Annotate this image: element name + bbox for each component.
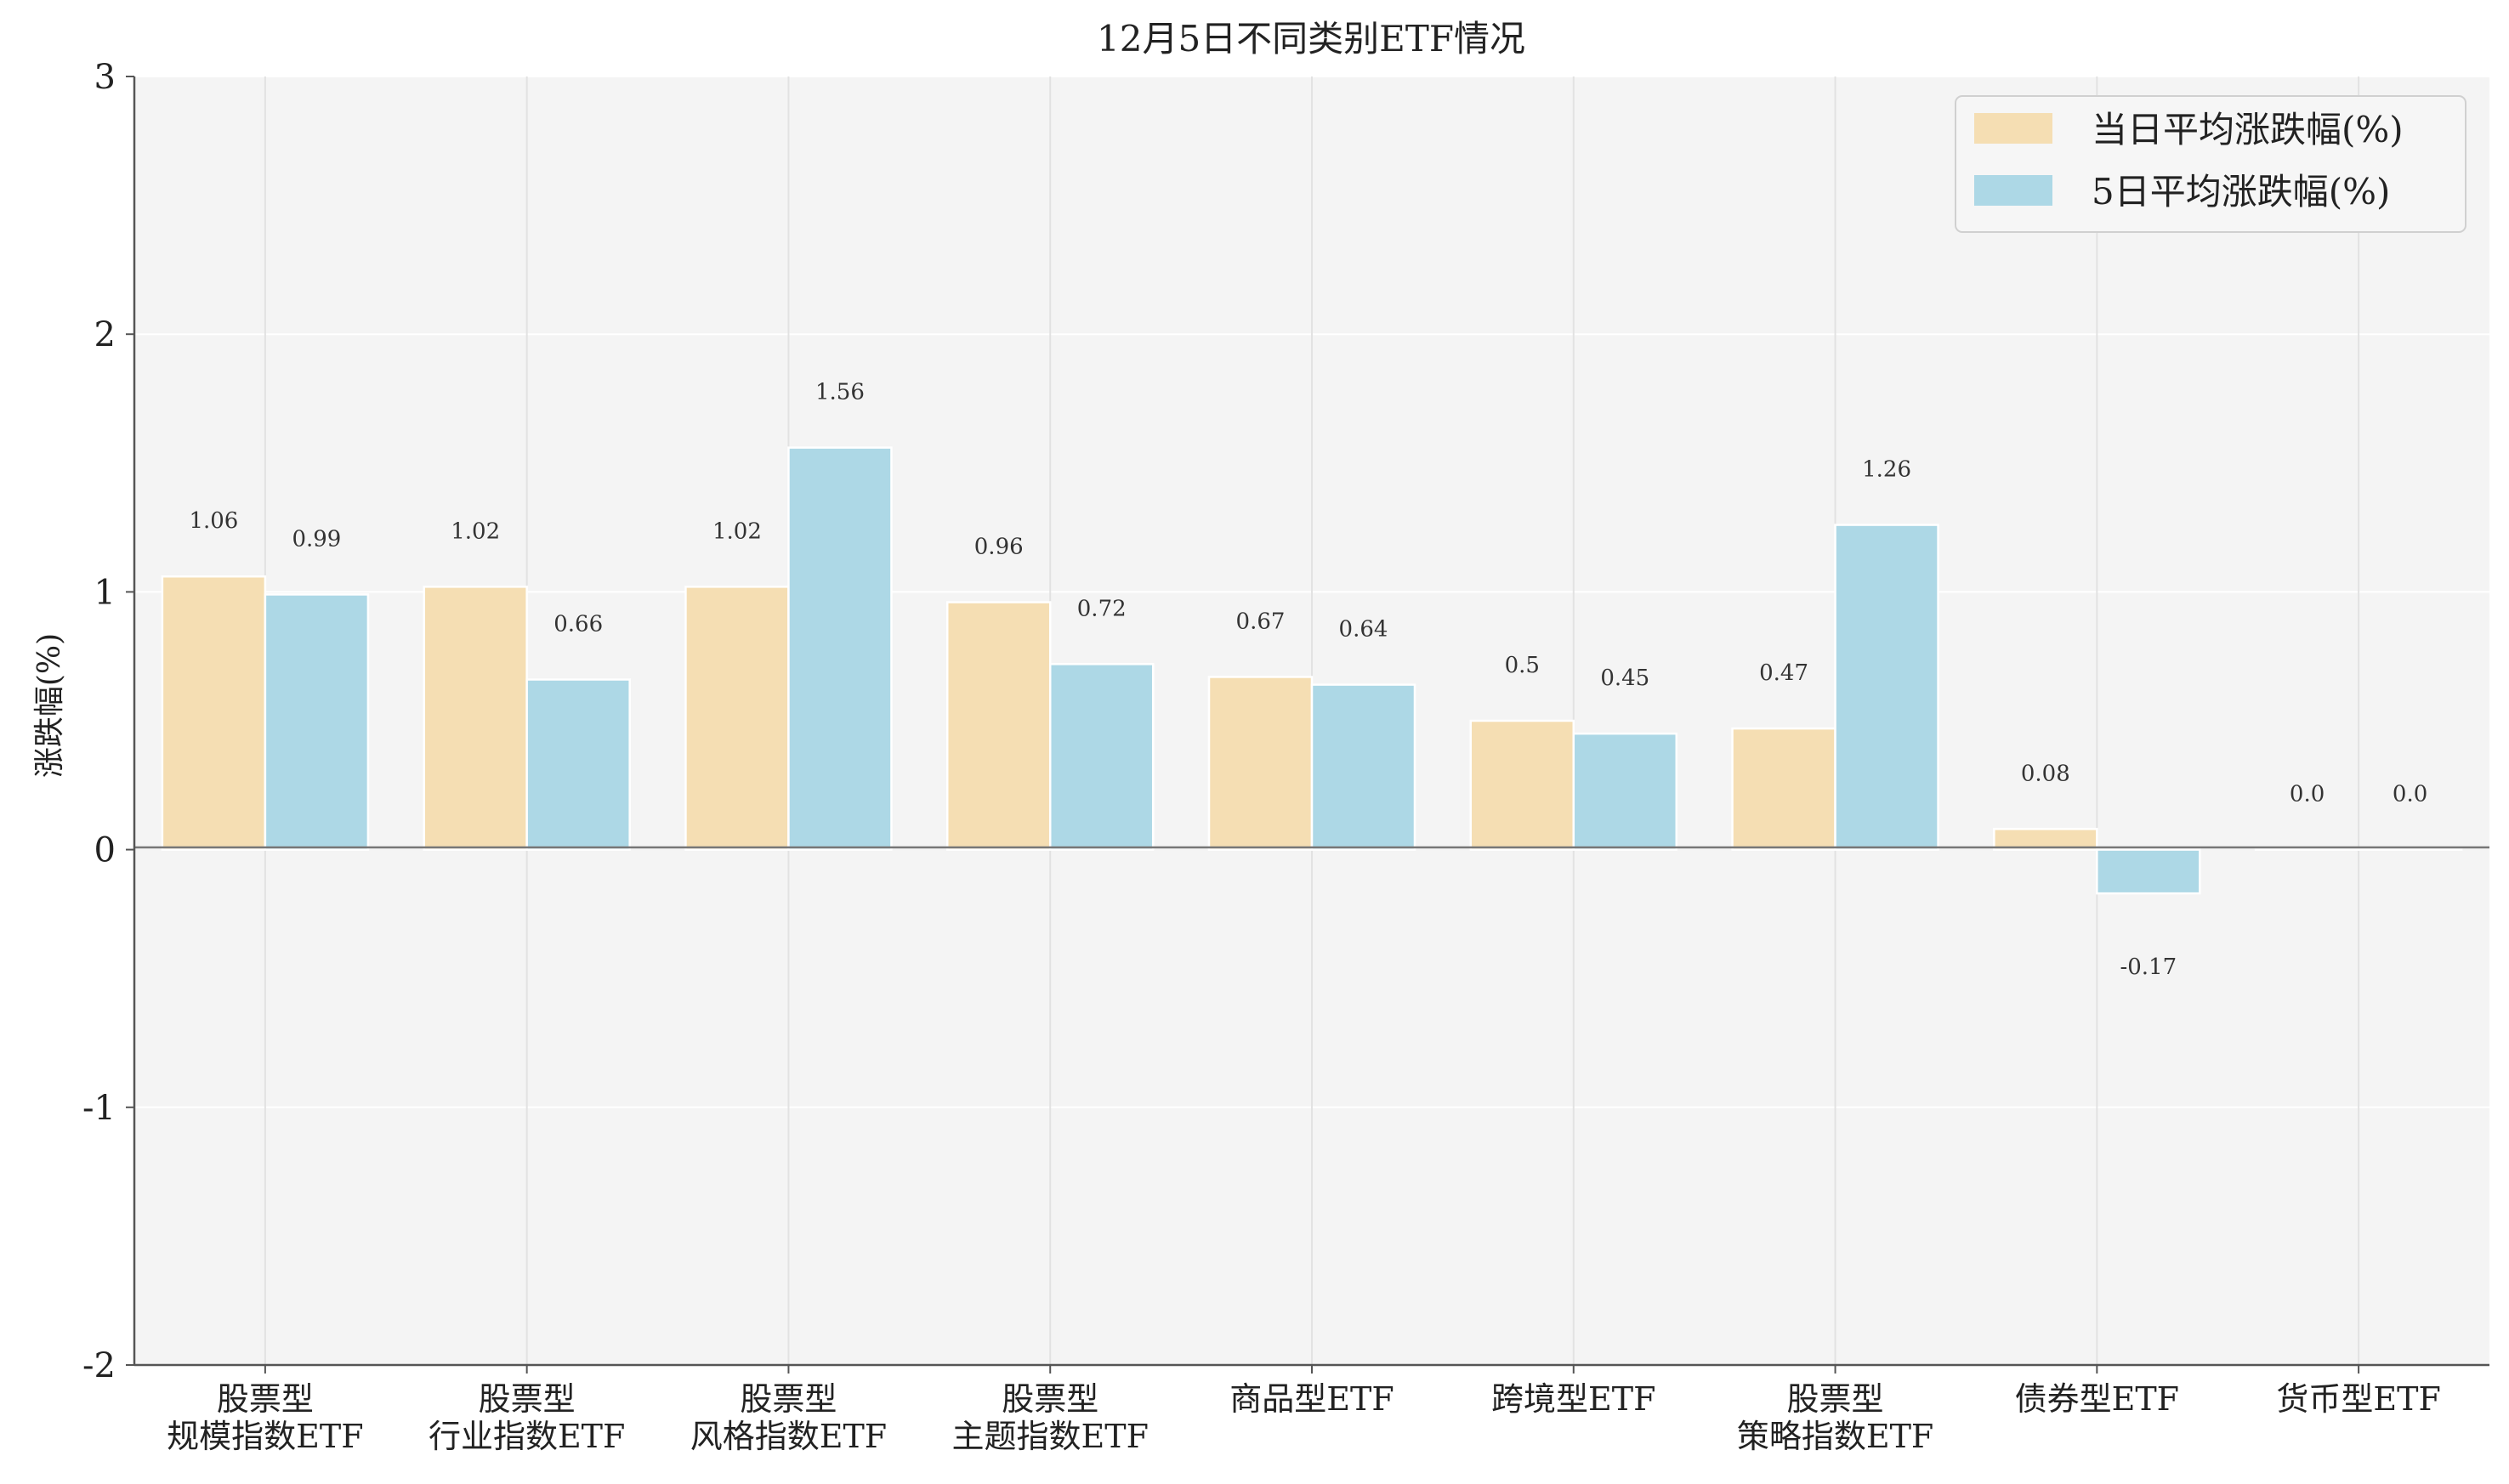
- x-tick-label: 股票型: [1002, 1380, 1098, 1418]
- bar-series-1-cat-4: [1310, 683, 1416, 851]
- bar-series-1-cat-3: [1048, 663, 1155, 851]
- bar-series-0-cat-6: [1731, 727, 1836, 851]
- x-tick-label: 债券型ETF: [2015, 1380, 2179, 1418]
- x-tick-label: 行业指数ETF: [429, 1418, 625, 1455]
- y-tick-label: 2: [94, 315, 116, 354]
- bar-series-0-cat-4: [1207, 676, 1314, 851]
- x-tick-label: 股票型: [1787, 1380, 1884, 1418]
- y-ticks: -2 -1 0 1 2 3: [82, 58, 134, 1385]
- data-label-series-1-cat-4: 0.64: [1339, 617, 1388, 643]
- y-tick-label: 3: [94, 58, 116, 97]
- bar-series-1-cat-0: [264, 593, 370, 851]
- data-label-series-0-cat-6: 0.47: [1759, 660, 1808, 686]
- data-label-series-0-cat-5: 0.5: [1505, 653, 1540, 678]
- x-tick-label: 风格指数ETF: [690, 1418, 887, 1455]
- data-label-series-0-cat-4: 0.67: [1236, 609, 1286, 634]
- bar-series-1-cat-6: [1834, 524, 1939, 851]
- data-label-series-1-cat-6: 1.26: [1862, 457, 1911, 483]
- data-label-series-1-cat-7: -0.17: [2120, 954, 2177, 980]
- bar-series-1-cat-2: [787, 446, 893, 851]
- data-label-series-0-cat-7: 0.08: [2021, 761, 2070, 786]
- bar-series-1-cat-7: [2096, 848, 2201, 895]
- x-tick-label: 规模指数ETF: [167, 1418, 363, 1455]
- y-tick-label: -2: [82, 1346, 116, 1385]
- data-label-series-1-cat-8: 0.0: [2393, 782, 2427, 807]
- bar-series-0-cat-5: [1469, 719, 1575, 851]
- x-tick-label: 主题指数ETF: [951, 1418, 1148, 1455]
- bar-series-1-cat-1: [525, 678, 631, 851]
- bar-series-0-cat-3: [945, 601, 1052, 851]
- x-tick-label: 策略指数ETF: [1737, 1418, 1933, 1455]
- data-label-series-0-cat-0: 1.06: [189, 508, 238, 534]
- data-label-series-0-cat-2: 1.02: [712, 518, 762, 544]
- data-label-series-1-cat-2: 1.56: [815, 380, 865, 405]
- data-labels: 1.06 1.02 1.02 0.96 0.67 0.5 0.47 0.08 0.0 0.99 0.…: [189, 380, 2427, 981]
- data-label-series-1-cat-1: 0.66: [553, 611, 603, 637]
- legend-label-5day: 5日平均涨跌幅(%): [2092, 171, 2390, 212]
- data-label-series-0-cat-1: 1.02: [451, 518, 500, 544]
- x-ticks: 股票型规模指数ETF股票型行业指数ETF股票型风格指数ETF股票型主题指数ETF…: [167, 1365, 2441, 1455]
- bar-series-0-cat-2: [684, 586, 790, 851]
- data-label-series-0-cat-3: 0.96: [974, 535, 1024, 560]
- x-tick-label: 股票型: [479, 1380, 576, 1418]
- legend: 当日平均涨跌幅(%) 5日平均涨跌幅(%): [1955, 95, 2466, 233]
- data-label-series-0-cat-8: 0.0: [2290, 782, 2325, 807]
- x-tick-label: 跨境型ETF: [1491, 1380, 1655, 1418]
- legend-swatch-today: [1974, 113, 2052, 144]
- data-label-series-1-cat-0: 0.99: [292, 526, 341, 552]
- x-tick-label: 股票型: [740, 1380, 837, 1418]
- bars: [161, 446, 2463, 895]
- y-axis-label: 涨跌幅(%): [32, 633, 67, 778]
- y-tick-label: -1: [82, 1089, 116, 1128]
- legend-box: [1955, 95, 2466, 233]
- bar-series-0-cat-0: [161, 575, 267, 851]
- x-tick-label: 股票型: [217, 1380, 314, 1418]
- bar-series-1-cat-5: [1572, 732, 1678, 851]
- y-tick-label: 1: [94, 573, 116, 612]
- data-label-series-1-cat-3: 0.72: [1077, 596, 1127, 621]
- x-tick-label: 货币型ETF: [2276, 1380, 2440, 1418]
- bar-series-0-cat-7: [1993, 828, 2098, 851]
- data-label-series-1-cat-5: 0.45: [1600, 666, 1649, 691]
- legend-swatch-5day: [1974, 175, 2052, 206]
- x-tick-label: 商品型ETF: [1229, 1380, 1394, 1418]
- legend-label-today: 当日平均涨跌幅(%): [2092, 109, 2404, 150]
- chart-title: 12月5日不同类别ETF情况: [1097, 18, 1525, 59]
- bar-series-0-cat-1: [423, 586, 528, 851]
- y-tick-label: 0: [94, 831, 116, 870]
